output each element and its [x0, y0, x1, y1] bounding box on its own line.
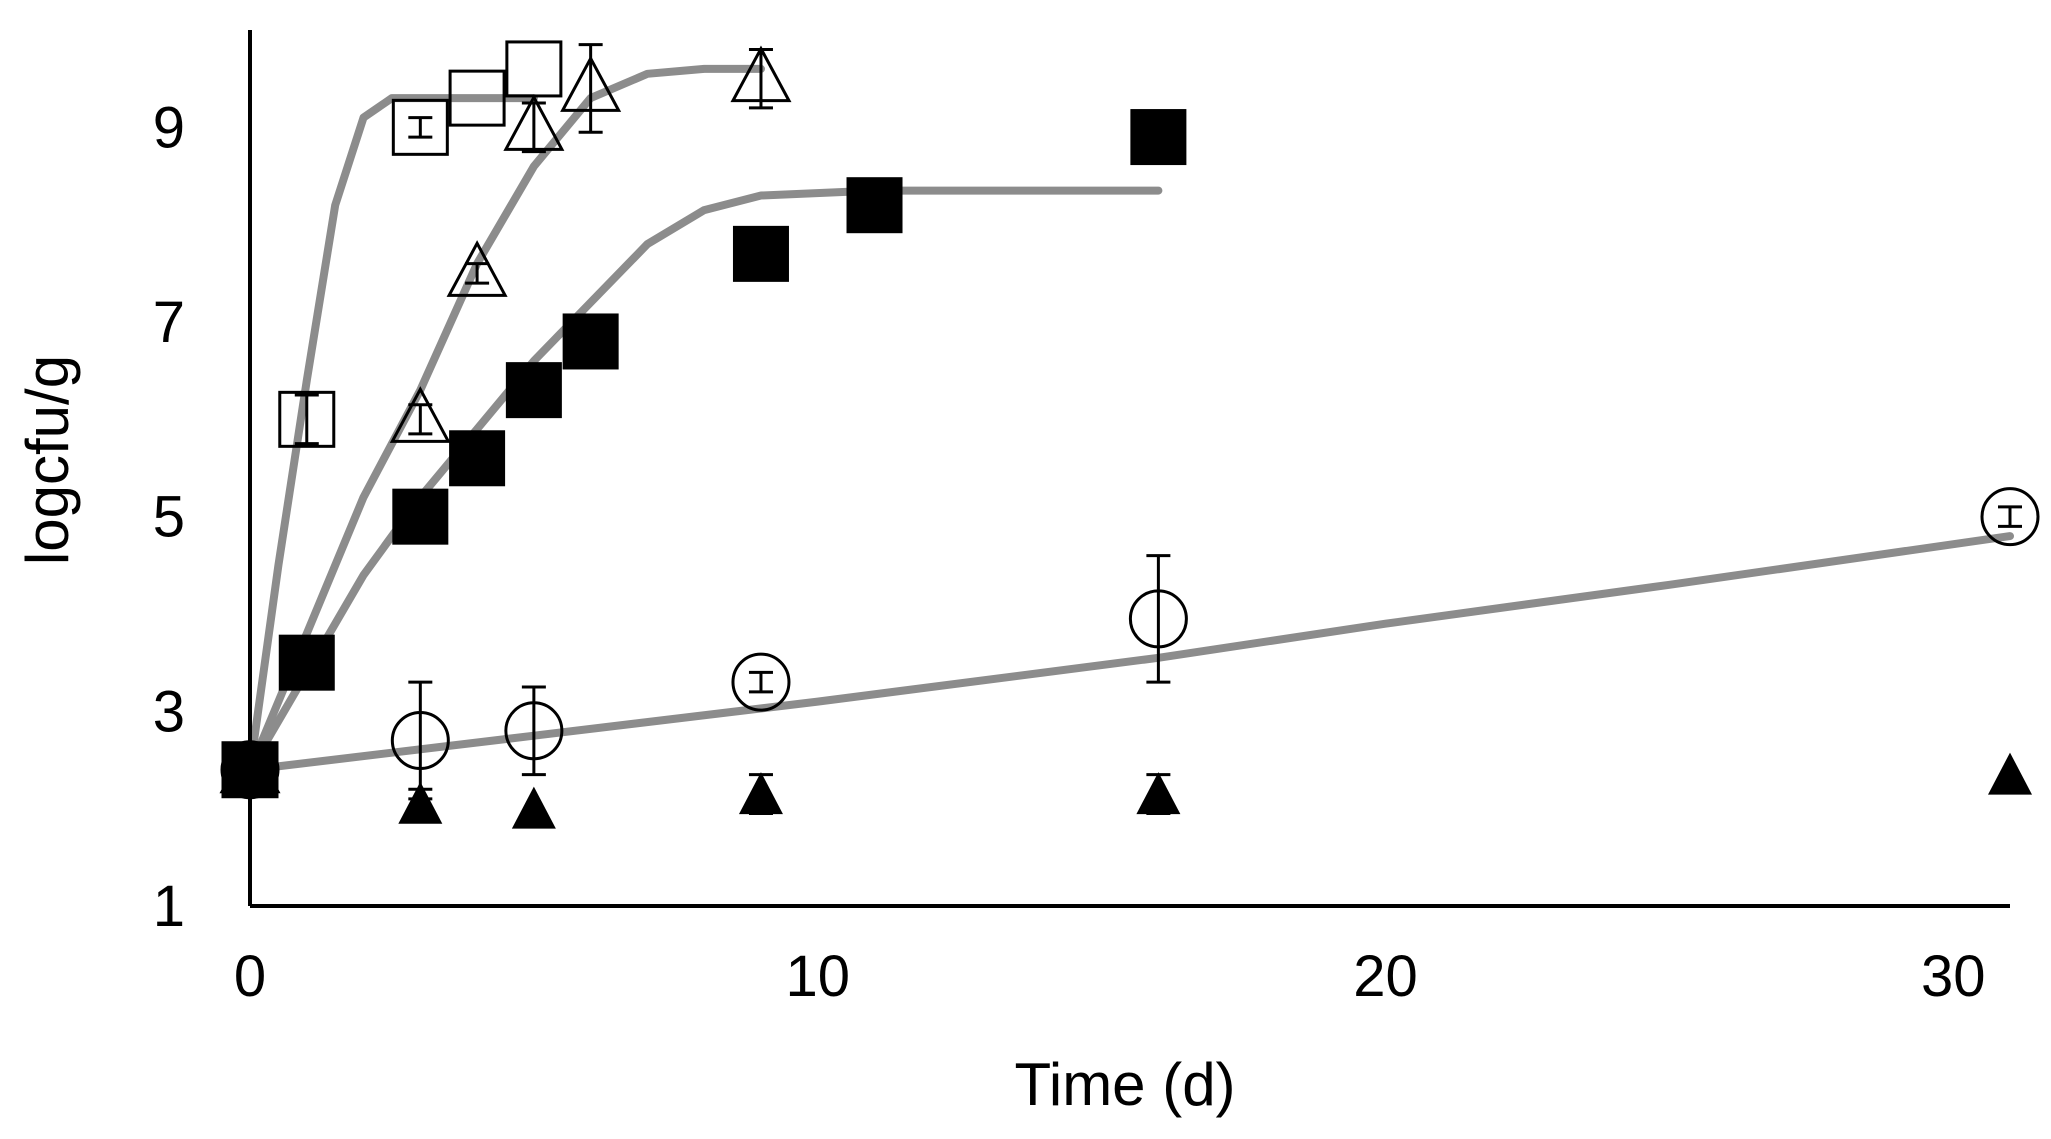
marker-filled-square-x4 [449, 430, 506, 487]
marker-filled-triangle-x5 [511, 786, 556, 829]
marker-filled-square-x16 [1130, 109, 1187, 166]
y-axis-label: logcfu/g [14, 355, 81, 565]
fit-curve-open-square [246, 94, 538, 774]
marker-filled-square-x5 [505, 362, 562, 419]
fit-curve-open-triangle [246, 64, 765, 774]
marker-open-triangle-x3 [389, 386, 451, 443]
marker-open-circle-x31 [1980, 487, 2040, 547]
tick-labels: 0 10 20 30 1 3 5 7 9 [153, 95, 1986, 1009]
y-tick-label-7: 7 [153, 290, 185, 355]
error-bar-open-circle-x3 [408, 680, 433, 801]
error-bar-open-circle-x31 [1998, 505, 2022, 528]
x-tick-label-20: 20 [1353, 944, 1418, 1009]
marker-filled-triangle-x31 [1988, 752, 2032, 795]
axes [248, 30, 2010, 908]
x-tick-label-10: 10 [785, 944, 850, 1009]
error-bar-open-triangle-x5 [521, 101, 546, 154]
marker-open-square-x1 [278, 390, 336, 448]
data-markers [219, 40, 2040, 829]
marker-filled-square-x9 [732, 225, 789, 282]
marker-open-circle-x3 [390, 711, 450, 771]
marker-open-circle-x16 [1128, 589, 1188, 649]
error-bar-open-circle-x16 [1146, 554, 1171, 684]
x-tick-label-0: 0 [234, 944, 266, 1009]
marker-open-triangle-x9 [730, 45, 792, 103]
error-bar-open-circle-x9 [748, 670, 773, 694]
error-bar-open-triangle-x9 [748, 47, 773, 110]
marker-filled-square-x11 [846, 177, 903, 234]
marker-filled-square-x1 [278, 634, 335, 691]
x-axis-label: Time (d) [1014, 1051, 1235, 1118]
x-tick-label-30: 30 [1921, 944, 1986, 1009]
marker-filled-triangle-x3 [398, 781, 443, 824]
marker-filled-triangle-x16 [1136, 772, 1181, 815]
error-bar-open-square-x1 [294, 393, 319, 446]
y-tick-label-3: 3 [153, 679, 185, 744]
marker-filled-square-x3 [392, 488, 449, 545]
marker-open-triangle-x4 [446, 240, 508, 297]
fit-curve-open-circle [246, 532, 2014, 774]
marker-filled-square-x0 [222, 741, 278, 798]
marker-open-triangle-x6 [560, 55, 622, 112]
marker-open-square-x4 [448, 69, 506, 127]
marker-open-circle-x5 [504, 701, 564, 761]
marker-open-circle-x0 [220, 740, 280, 800]
fit-curves [246, 64, 2014, 774]
marker-open-square-x5 [505, 40, 563, 98]
y-tick-label-9: 9 [153, 95, 185, 160]
fit-curve-filled-square [246, 186, 1163, 774]
y-tick-label-1: 1 [153, 874, 185, 939]
y-tick-label-5: 5 [153, 485, 185, 550]
marker-filled-triangle-x9 [738, 772, 783, 815]
error-bar-open-square-x3 [408, 116, 433, 139]
marker-open-square-x3 [391, 98, 449, 156]
error-bar-open-triangle-x4 [465, 262, 490, 285]
marker-open-circle-x9 [731, 652, 791, 712]
marker-filled-square-x6 [562, 313, 619, 370]
marker-open-triangle-x5 [503, 94, 565, 151]
